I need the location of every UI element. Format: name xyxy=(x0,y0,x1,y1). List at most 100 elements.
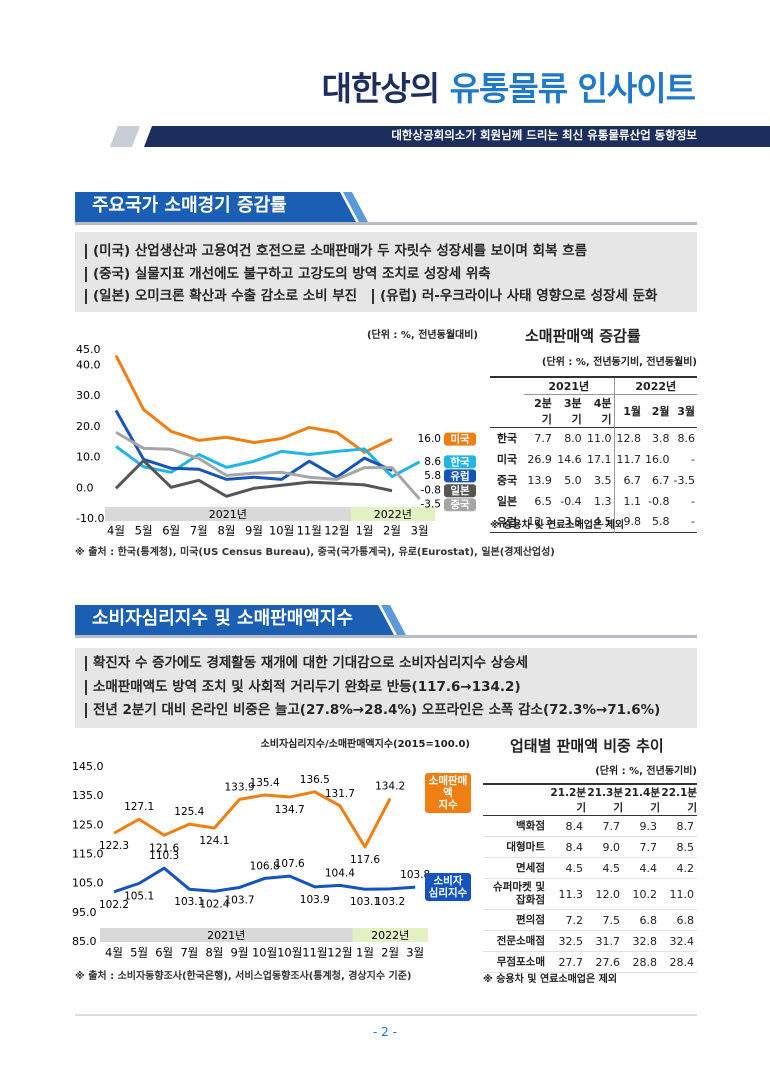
bullet: 전년 2분기 대비 온라인 비중은 늘고(27.8%→28.4%) 오프라인은 … xyxy=(85,703,660,718)
x-tick-label: 3월 xyxy=(411,524,429,538)
y-tick-label: 45.0 xyxy=(76,343,101,356)
table-cell: 11.0 xyxy=(587,431,612,445)
bullet: (미국) 산업생산과 고용여건 호전으로 소매판매가 두 자릿수 성장세를 보이… xyxy=(85,244,587,259)
table-cell: 5.8 xyxy=(652,515,670,529)
section-rule xyxy=(75,222,697,225)
bullet: 소매판매액도 방역 조치 및 사회적 거리두기 완화로 반등(117.6→134… xyxy=(85,680,521,695)
table-cell: 6.7 xyxy=(652,473,670,487)
table-row: 유럽 12.3 3.9 4.5 9.8 5.8 - xyxy=(490,511,697,533)
title-main: 대한상의 xyxy=(321,69,440,108)
y-tick-label: 95.0 xyxy=(72,906,97,919)
table-row: 한국 7.7 8.0 11.0 12.8 3.8 8.6 xyxy=(490,427,697,449)
table-cell: 6.8 xyxy=(639,913,658,927)
table-cell: 8.4 xyxy=(565,840,584,854)
table-header: 1월 xyxy=(613,394,644,428)
table-cell: - xyxy=(691,515,695,529)
data-label: 134.2 xyxy=(375,781,405,793)
table-cell: 7.7 xyxy=(602,819,621,833)
table-cell: - xyxy=(691,494,695,508)
end-label: -0.8 xyxy=(421,485,442,497)
table-row: 편의점 7.2 7.5 6.8 6.8 xyxy=(483,910,697,931)
data-label: 102.2 xyxy=(99,899,129,911)
subtitle: 대한상공회의소가 회원님께 드리는 최신 유통물류산업 동향정보 xyxy=(391,128,697,142)
y-tick-label: 85.0 xyxy=(72,935,97,948)
series-line xyxy=(114,459,393,498)
data-label: 103.1 xyxy=(350,896,380,908)
table-cell: 12.3 xyxy=(527,515,552,529)
legend-label: 일본 xyxy=(450,484,470,497)
end-label: -3.5 xyxy=(421,499,442,511)
table-cell: 8.7 xyxy=(676,819,695,833)
table-cell: 1.3 xyxy=(594,494,612,508)
table-header-row: 2분기 3분기 4분기 1월 2월 3월 xyxy=(490,394,697,428)
x-tick-label: 7월 xyxy=(180,946,198,960)
table-group: 2021년 xyxy=(524,377,615,395)
table-corner xyxy=(490,395,524,428)
y-tick-label: 20.0 xyxy=(76,420,101,433)
table-cell: 4.4 xyxy=(639,861,658,875)
table-cell: 14.6 xyxy=(557,452,582,466)
table-row: 대형마트 8.4 9.0 7.7 8.5 xyxy=(483,837,697,858)
header-accent xyxy=(110,126,140,147)
x-tick-label: 12월 xyxy=(327,946,352,960)
unit-label: 소비자심리지수/소매판매액지수(2015=100.0) xyxy=(260,739,470,750)
table-cell: 8.5 xyxy=(676,840,695,854)
table-cell: 12.0 xyxy=(595,887,621,901)
data-label: 107.6 xyxy=(275,858,305,870)
x-tick-label: 10월 xyxy=(252,946,277,960)
table-header: 3분기 xyxy=(563,397,582,426)
table-header: 2분기 xyxy=(534,397,552,426)
year-label: 2021년 xyxy=(209,508,247,521)
series-line xyxy=(113,790,392,849)
y-tick-label: 135.0 xyxy=(72,789,104,802)
table-cell: -3.5 xyxy=(673,473,695,487)
section-title: 주요국가 소매경기 증감률 xyxy=(92,195,287,216)
table-cell: -0.8 xyxy=(648,494,670,508)
data-label: 124.1 xyxy=(199,835,229,847)
x-tick-label: 10월 xyxy=(277,946,302,960)
table-corner xyxy=(483,784,549,816)
table-corner xyxy=(490,377,524,395)
year-band xyxy=(100,928,428,942)
table-cell: 4.5 xyxy=(594,515,612,529)
data-label: 122.3 xyxy=(99,840,129,852)
bullet-box xyxy=(75,232,697,312)
x-tick-label: 9월 xyxy=(231,946,249,960)
legend-label: 유럽 xyxy=(450,469,469,482)
legend-label: 한국 xyxy=(450,455,470,468)
data-label: 127.1 xyxy=(124,801,154,813)
row-label: 대형마트 xyxy=(506,840,545,853)
table-cell: 12.8 xyxy=(613,427,644,449)
table-cell: 32.4 xyxy=(669,934,695,948)
year-label: 2021년 xyxy=(207,929,245,942)
row-label: 한국 xyxy=(496,432,518,446)
table-cell: 6.7 xyxy=(613,469,644,491)
x-tick-label: 1월 xyxy=(355,524,373,538)
table-title: 업태별 판매액 비중 추이 xyxy=(510,737,664,755)
section-tab xyxy=(75,192,356,222)
row-label: 면세점 xyxy=(516,861,545,874)
table-row: 미국 26.9 14.6 17.1 11.7 16.0 - xyxy=(490,448,697,470)
y-tick-label: -10.0 xyxy=(76,512,104,525)
y-tick-label: 30.0 xyxy=(76,389,101,402)
row-label: 전문소매점 xyxy=(496,934,545,947)
section-tab-accent xyxy=(381,605,406,635)
title-accent: 유통물류 인사이트 xyxy=(449,69,696,108)
table-cell: 7.5 xyxy=(602,913,621,927)
table-group: 2022년 xyxy=(613,377,697,395)
legend-swatch xyxy=(444,498,476,512)
table-cell: 6.8 xyxy=(676,913,695,927)
table-cell: 5.0 xyxy=(564,473,582,487)
table-cell: 17.1 xyxy=(587,452,612,466)
table-header: 21.4분기 xyxy=(624,787,660,814)
table-cell: 11.3 xyxy=(558,887,584,901)
table-row: 전문소매점 32.5 31.7 32.8 32.4 xyxy=(483,931,697,952)
x-tick-label: 5월 xyxy=(130,946,148,960)
unit-label: (단위 : %, 전년동월대비) xyxy=(366,330,478,341)
table-unit: (단위 : %, 전년동기비) xyxy=(595,766,697,777)
table-cell: 6.5 xyxy=(534,494,552,508)
bullet: 확진자 수 증가에도 경제활동 재개에 대한 기대감으로 소비자심리지수 상승세 xyxy=(85,656,528,671)
data-label: 106.8 xyxy=(250,860,280,872)
series-line xyxy=(114,409,393,481)
